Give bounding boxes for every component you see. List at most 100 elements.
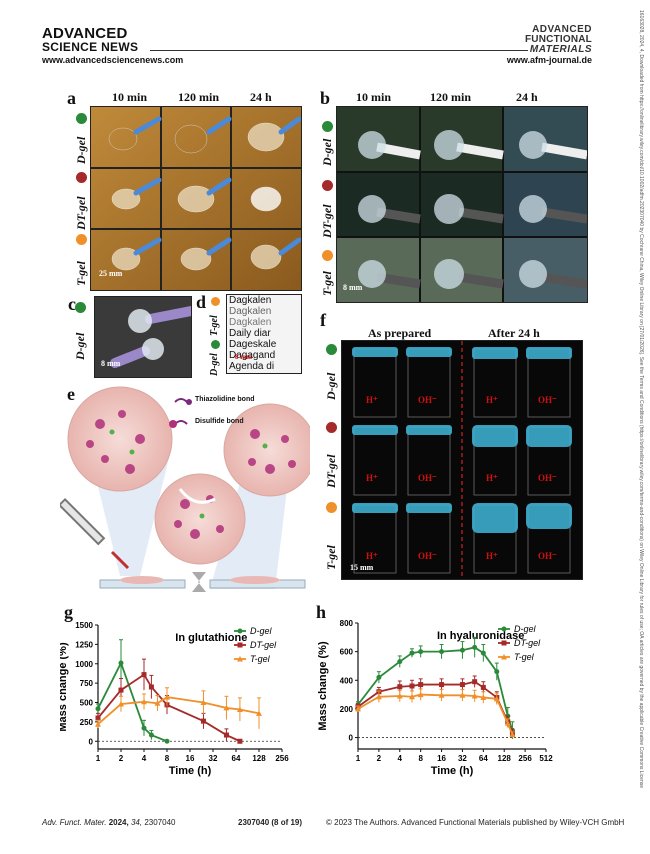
data-point — [439, 649, 445, 655]
footer-page: 2307040 (8 of 19) — [238, 818, 303, 827]
data-point — [480, 650, 486, 656]
x-tick-label: 8 — [418, 754, 423, 763]
x-tick-label: 16 — [186, 754, 195, 763]
series-line — [357, 646, 514, 731]
data-point — [504, 720, 511, 726]
panel-b-time-1: 10 min — [356, 90, 392, 104]
panel-c-row-d: D-gel — [73, 332, 87, 360]
d-gel-dot — [75, 302, 86, 313]
y-tick-label: 1500 — [75, 621, 93, 630]
data-point — [95, 721, 101, 727]
data-point — [418, 682, 424, 688]
panel-a-row-dt: DT-gel — [74, 196, 88, 230]
data-point — [493, 695, 500, 702]
data-point — [164, 738, 170, 744]
ion-h-6: H⁺ — [486, 551, 498, 561]
panel-f-photo-grid: H⁺ OH⁻ H⁺ OH⁻ H⁺ OH⁻ H⁺ OH⁻ H⁺ OH⁻ H⁺ OH… — [341, 340, 583, 580]
data-point — [141, 672, 147, 678]
data-point — [200, 718, 206, 724]
legend-label: T-gel — [250, 654, 271, 664]
panel-a-time-3: 24 h — [250, 90, 272, 104]
panel-b-row-t: T-gel — [320, 271, 334, 296]
y-axis-label: Mass change (%) — [60, 642, 69, 732]
series-line — [97, 673, 241, 743]
x-tick-label: 64 — [232, 754, 241, 763]
y-tick-label: 400 — [340, 676, 354, 685]
panel-d-photo: Dagkalen Dagkalen Dagkalen Daily diar Da… — [226, 294, 302, 374]
data-point — [397, 684, 403, 690]
left-url[interactable]: www.advancedsciencenews.com — [42, 55, 184, 65]
x-tick-label: 256 — [518, 754, 532, 763]
x-tick-label: 32 — [458, 754, 467, 763]
y-axis-label: Mass change (%) — [317, 641, 329, 731]
panel-d-row-t: T-gel — [209, 315, 220, 336]
panel-f-row-d: D-gel — [324, 372, 338, 400]
panel-c-photo: 8 mm — [94, 296, 192, 378]
chart-h: 1 2 4 8 16 32 64 128 256 512 0 200 400 600 800 Time (h)… — [317, 619, 553, 777]
data-point — [471, 693, 478, 699]
d-gel-dot — [326, 344, 337, 355]
x-tick-label: 2 — [377, 754, 382, 763]
chart-g: 1 2 4 8 16 32 64 128 256 0 250 500 750 1000 1250 1500 Ti… — [60, 621, 289, 777]
data-point — [459, 692, 466, 698]
data-point — [509, 731, 516, 738]
x-tick-label: 256 — [275, 754, 289, 763]
series-line — [357, 693, 514, 736]
panel-d-text-line: Dagkalen — [229, 317, 272, 328]
x-tick-label: 1 — [96, 754, 101, 763]
x-axis-label: Time (h) — [169, 765, 212, 777]
ion-oh-6: OH⁻ — [538, 551, 557, 561]
t-gel-dot — [76, 234, 87, 245]
data-point — [223, 732, 229, 738]
data-point — [409, 683, 415, 689]
data-point — [95, 715, 101, 721]
data-point — [256, 710, 262, 716]
panel-h-label: h — [316, 602, 327, 622]
data-point — [472, 679, 478, 685]
y-tick-label: 600 — [340, 648, 354, 657]
dt-gel-dot — [326, 422, 337, 433]
d-gel-dot — [76, 113, 87, 124]
y-tick-label: 750 — [80, 679, 94, 688]
x-tick-label: 8 — [165, 754, 170, 763]
ion-h-2: H⁺ — [486, 395, 498, 405]
panel-f-label: f — [320, 310, 326, 330]
legend-label: DT-gel — [514, 638, 541, 648]
panel-c-label: c — [68, 294, 76, 314]
x-tick-label: 64 — [479, 754, 488, 763]
legend-label: D-gel — [250, 626, 273, 636]
data-point — [408, 693, 415, 700]
data-point — [376, 674, 382, 680]
legend-marker — [501, 654, 507, 660]
x-tick-label: 128 — [252, 754, 266, 763]
footer-copyright: © 2023 The Authors. Advanced Functional … — [326, 818, 625, 827]
x-tick-label: 16 — [437, 754, 446, 763]
data-point — [480, 684, 486, 690]
right-url[interactable]: www.afm-journal.de — [506, 55, 592, 65]
t-gel-dot — [326, 502, 337, 513]
x-tick-label: 4 — [142, 754, 147, 763]
panel-d-text-line: Dagkalen — [229, 306, 272, 317]
publisher-logo: ADVANCED SCIENCE NEWS — [42, 25, 139, 54]
data-point — [459, 682, 465, 688]
panel-d-text-line: Agenda di — [229, 361, 275, 372]
y-tick-label: 0 — [89, 737, 94, 746]
data-point — [95, 706, 101, 712]
panel-d-text-line: Dagkalen — [229, 295, 272, 306]
panel-b-time-3: 24 h — [516, 90, 538, 104]
y-tick-label: 1250 — [75, 640, 93, 649]
data-point — [480, 694, 487, 700]
panel-f-row-labels: D-gel DT-gel T-gel — [322, 340, 340, 578]
panel-f-col-2: After 24 h — [488, 326, 540, 340]
ion-h-5: H⁺ — [366, 551, 378, 561]
data-point — [118, 701, 124, 707]
panel-a-label: a — [67, 88, 76, 108]
t-gel-dot — [322, 250, 333, 261]
journal-logo: ADVANCED FUNCTIONAL MATERIALS — [525, 24, 592, 55]
panel-b-label: b — [320, 88, 331, 108]
ion-h-1: H⁺ — [366, 395, 378, 405]
dt-gel-dot — [322, 180, 333, 191]
d-gel-dot — [322, 121, 333, 132]
legend-marker — [237, 656, 243, 662]
legend-label: DT-gel — [250, 640, 277, 650]
